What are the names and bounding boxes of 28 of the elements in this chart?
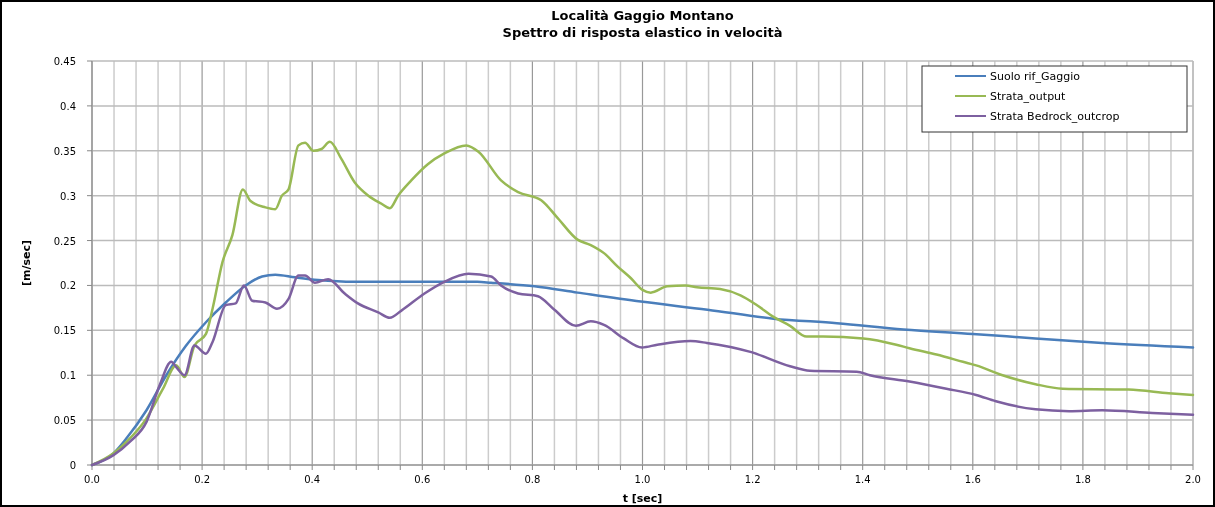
x-tick-label: 0.6 <box>414 474 431 485</box>
y-tick-label: 0.15 <box>53 325 76 337</box>
chart-title: Località Gaggio Montano <box>551 8 734 23</box>
x-tick-label: 1.2 <box>744 474 761 485</box>
x-tick-label: 0.8 <box>524 474 541 485</box>
x-tick-label: 1.4 <box>854 474 871 485</box>
chart-subtitle: Spettro di risposta elastico in velocità <box>502 25 783 40</box>
legend-label: Strata_output <box>990 90 1067 103</box>
x-tick-label: 0.4 <box>304 474 321 485</box>
y-axis-title: [m/sec] <box>20 239 33 287</box>
y-tick-label: 0.05 <box>53 415 76 427</box>
y-tick-label: 0.4 <box>60 100 76 112</box>
x-tick-label: 0.2 <box>194 474 211 485</box>
y-tick-label: 0.45 <box>53 56 76 67</box>
y-tick-label: 0.1 <box>60 370 76 382</box>
y-tick-label: 0 <box>69 460 76 471</box>
y-tick-label: 0.2 <box>60 280 76 292</box>
y-tick-label: 0.3 <box>60 190 76 202</box>
x-tick-label: 1.0 <box>634 474 651 485</box>
y-tick-label: 0.35 <box>53 145 76 157</box>
x-tick-label: 1.6 <box>964 474 981 485</box>
y-tick-label: 0.25 <box>53 235 76 247</box>
x-tick-label: 2.0 <box>1185 474 1201 485</box>
legend-label: Suolo rif_Gaggio <box>990 70 1081 83</box>
legend-label: Strata Bedrock_outcrop <box>990 110 1120 123</box>
x-axis-title: t [sec] <box>622 492 663 505</box>
x-tick-label: 1.8 <box>1074 474 1091 485</box>
x-tick-label: 0.0 <box>84 474 100 485</box>
